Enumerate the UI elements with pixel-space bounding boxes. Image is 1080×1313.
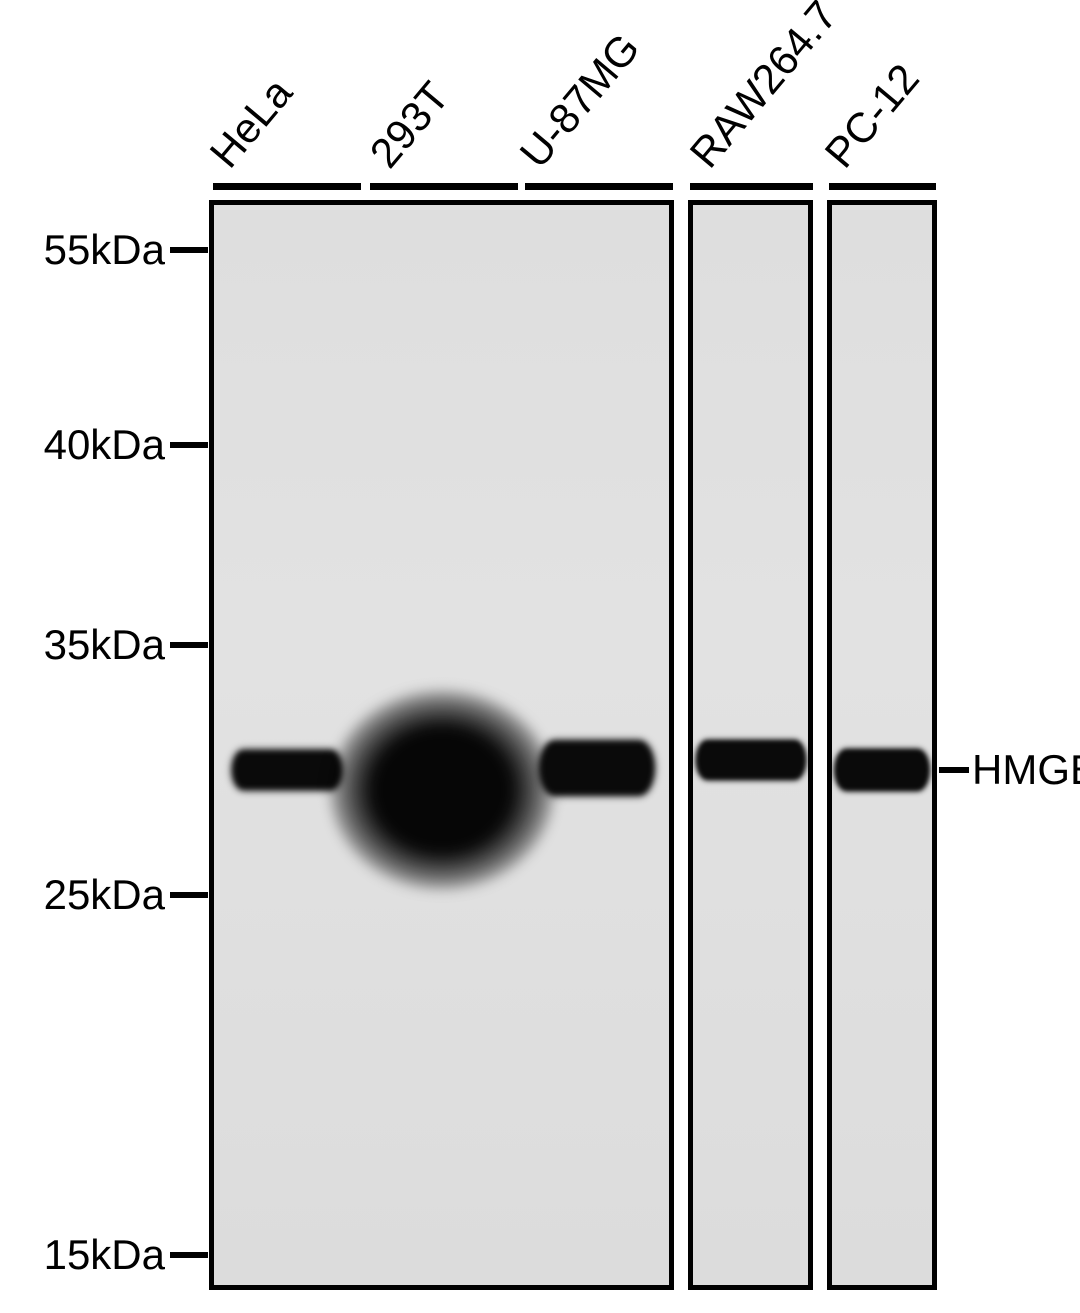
target-label: HMGB2 [972,749,1080,791]
lane-region [832,205,942,1285]
protein-band [835,749,930,791]
western-blot-figure: 55kDa 40kDa 35kDa 25kDa 15kDa HeLa 293T U-87MG… [0,0,1080,1313]
marker-label: 15kDa [44,1234,165,1276]
marker-label: 40kDa [44,424,165,466]
marker-label: 55kDa [44,229,165,271]
lane-underline [829,183,936,190]
protein-band [539,741,654,796]
lane-label: U-87MG [513,26,647,175]
target-tick [939,767,969,773]
lane-label: 293T [363,75,457,175]
marker-tick [170,642,208,648]
protein-band [329,690,554,890]
lane-label: PC-12 [818,57,927,175]
lane-underline [213,183,361,190]
marker-label: 25kDa [44,874,165,916]
blot-panel [827,200,937,1290]
lane-underline [525,183,673,190]
lane-underline [370,183,518,190]
marker-tick [170,442,208,448]
lane-label: HeLa [203,71,300,175]
protein-band [696,740,806,780]
marker-tick [170,892,208,898]
lane-underline [690,183,813,190]
marker-tick [170,1252,208,1258]
marker-tick [170,247,208,253]
marker-label: 35kDa [44,624,165,666]
protein-band [232,750,342,790]
